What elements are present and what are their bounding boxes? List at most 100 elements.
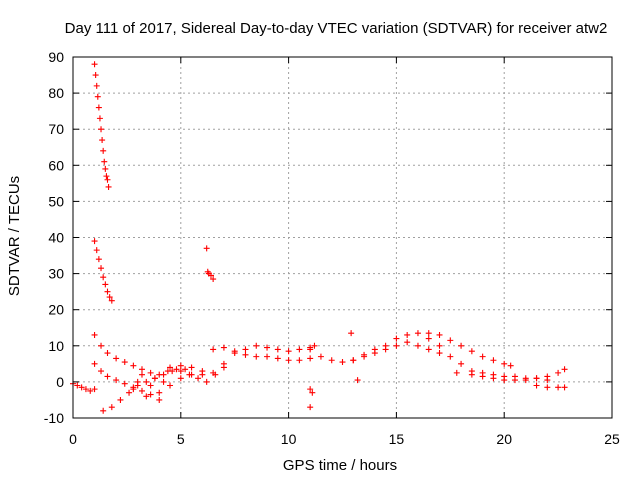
data-point: [207, 272, 214, 279]
data-point: [173, 366, 180, 373]
data-point: [468, 368, 475, 375]
data-point: [307, 404, 314, 411]
data-point: [231, 350, 238, 357]
x-tick-label: 0: [69, 431, 77, 447]
series-low-tail-a: [453, 366, 568, 384]
data-point: [130, 386, 137, 393]
data-point: [522, 375, 529, 382]
series-steep-high-arc: [91, 61, 112, 190]
data-point: [447, 337, 454, 344]
data-point: [264, 353, 271, 360]
data-point: [147, 369, 154, 376]
y-axis-label: SDTVAR / TECUs: [6, 176, 23, 296]
data-point: [167, 364, 174, 371]
data-point: [87, 387, 94, 394]
data-point: [393, 342, 400, 349]
data-point: [425, 346, 432, 353]
chart-title: Day 111 of 2017, Sidereal Day-to-day VTE…: [65, 20, 608, 37]
data-point: [82, 386, 89, 393]
y-tick-label: 30: [48, 266, 64, 282]
data-point: [156, 396, 163, 403]
data-point: [425, 330, 432, 337]
data-point: [195, 375, 202, 382]
data-point: [339, 359, 346, 366]
data-point: [555, 369, 562, 376]
series-end-arc: [533, 382, 568, 391]
y-tick-label: 20: [48, 302, 64, 318]
x-axis-label: GPS time / hours: [283, 457, 397, 474]
data-point: [147, 382, 154, 389]
data-point: [160, 371, 167, 378]
y-tick-label: 40: [48, 230, 64, 246]
data-point: [274, 346, 281, 353]
data-point: [167, 382, 174, 389]
series-arc-13-17: [350, 339, 443, 364]
data-point: [95, 256, 102, 263]
data-point: [414, 342, 421, 349]
data-point: [414, 330, 421, 337]
data-point: [143, 378, 150, 385]
series-low-arc-b: [91, 360, 206, 398]
data-point: [285, 357, 292, 364]
data-point: [100, 274, 107, 281]
x-tick-label: 10: [281, 431, 297, 447]
y-tick-label: 70: [48, 121, 64, 137]
data-point: [371, 350, 378, 357]
data-point: [382, 342, 389, 349]
data-point: [210, 346, 217, 353]
series-rise-arc: [100, 364, 227, 414]
data-point: [91, 238, 98, 245]
data-point: [468, 348, 475, 355]
series-arc-15-20: [382, 330, 514, 369]
data-point: [348, 330, 355, 337]
series-outliers: [307, 330, 361, 411]
data-point: [210, 276, 217, 283]
data-point: [105, 183, 112, 190]
data-point: [501, 360, 508, 367]
data-point: [104, 288, 111, 295]
data-point: [96, 115, 103, 122]
data-point: [436, 342, 443, 349]
data-point: [555, 384, 562, 391]
data-point: [274, 355, 281, 362]
y-tick-label: 90: [48, 49, 64, 65]
data-point: [100, 407, 107, 414]
data-point: [264, 344, 271, 351]
data-point: [102, 165, 109, 172]
data-point: [147, 391, 154, 398]
data-point: [121, 359, 128, 366]
data-point: [350, 357, 357, 364]
data-point: [490, 371, 497, 378]
data-point: [253, 353, 260, 360]
data-point: [361, 353, 368, 360]
y-tick-label: 10: [48, 338, 64, 354]
data-point: [98, 126, 105, 133]
x-tick-label: 5: [177, 431, 185, 447]
data-point: [95, 104, 102, 111]
data-point: [108, 404, 115, 411]
data-point: [92, 72, 99, 79]
data-point: [98, 368, 105, 375]
data-point: [130, 362, 137, 369]
axes: 0 5 10 15 20 25 -10 0 10 20 30 40 50 60 70 80 90: [44, 49, 620, 447]
series-outlier-6h: [203, 245, 217, 283]
series-noisy-3h: [130, 371, 167, 403]
data-point: [143, 393, 150, 400]
x-tick-label: 15: [389, 431, 405, 447]
data-point: [533, 375, 540, 382]
data-point: [285, 348, 292, 355]
data-point: [561, 384, 568, 391]
y-tick-label: 50: [48, 193, 64, 209]
data-point: [220, 360, 227, 367]
data-point: [436, 350, 443, 357]
data-point: [507, 362, 514, 369]
data-point: [98, 342, 105, 349]
data-point: [544, 384, 551, 391]
data-marks: [70, 61, 568, 414]
data-point: [354, 377, 361, 384]
data-point: [94, 93, 101, 100]
data-point: [242, 346, 249, 353]
data-point: [307, 355, 314, 362]
data-point: [177, 362, 184, 369]
